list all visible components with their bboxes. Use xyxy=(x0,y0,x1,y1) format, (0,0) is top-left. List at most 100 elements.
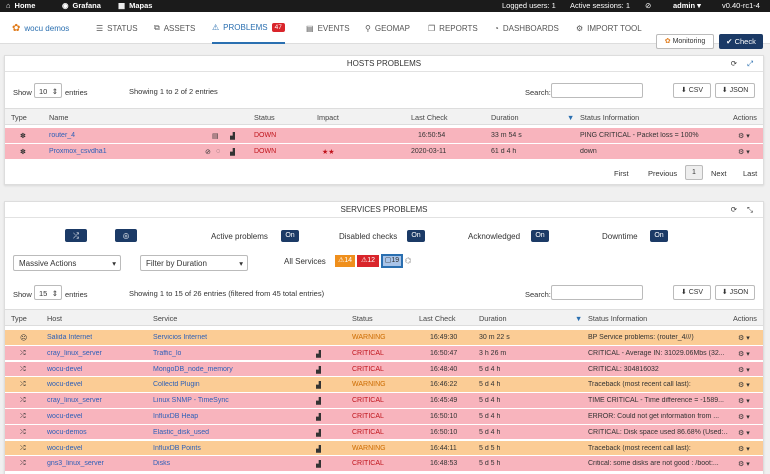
host-link[interactable]: Salida Internet xyxy=(47,334,93,341)
hosts-search-input[interactable] xyxy=(551,83,643,98)
acknowledged-toggle[interactable]: On xyxy=(531,230,549,242)
graph-icon[interactable]: ▟ xyxy=(316,350,322,358)
graph-icon[interactable]: ▟ xyxy=(316,382,322,390)
services-page-size-select[interactable]: 15 ⇕ xyxy=(34,285,62,300)
graph-icon[interactable]: ▟ xyxy=(230,149,236,156)
actions-gear-icon[interactable]: ⚙ ▾ xyxy=(738,461,750,469)
service-link[interactable]: Elastic_disk_used xyxy=(153,428,210,436)
col-host[interactable]: Host xyxy=(47,314,63,323)
active-problems-toggle[interactable]: On xyxy=(281,230,299,242)
critical-count-badge[interactable]: ⚠12 xyxy=(357,255,379,267)
service-link[interactable]: Traffic_lo xyxy=(153,349,182,357)
nav-assets[interactable]: ⧉ ASSETS xyxy=(154,12,195,44)
grafana-link[interactable]: ◉ Grafana xyxy=(62,1,101,10)
table-row[interactable]: ✽ Proxmox_csvdha1 ⊘ ◌ ▟ DOWN ★★ 2020-03-… xyxy=(5,144,763,160)
col-last-check[interactable]: Last Check xyxy=(411,113,448,122)
graph-icon[interactable]: ▟ xyxy=(316,429,322,437)
doc-icon[interactable]: ▤ xyxy=(212,133,219,140)
col-type[interactable]: Type xyxy=(11,314,27,323)
downtime-toggle[interactable]: On xyxy=(650,230,668,242)
shuffle-icon[interactable]: ⤮ xyxy=(65,229,87,242)
table-row[interactable]: ⤮ wocu-devel InfluxDB Heap ▟ CRITICAL 16:50:1… xyxy=(5,409,763,425)
table-row[interactable]: ⤮ wocu-devel Collectd Plugin ▟ WARNING 16:46:… xyxy=(5,377,763,394)
gauge-icon[interactable]: ⊘ xyxy=(645,1,652,10)
col-status-info[interactable]: Status Information xyxy=(588,314,648,323)
services-json-button[interactable]: ⬇ JSON xyxy=(715,285,755,300)
refresh-icon[interactable]: ⟳ xyxy=(730,59,737,68)
actions-gear-icon[interactable]: ⚙ ▾ xyxy=(738,335,750,342)
graph-icon[interactable]: ▟ xyxy=(316,398,322,406)
actions-gear-icon[interactable]: ⚙ ▾ xyxy=(738,382,750,390)
table-row[interactable]: ⤮ cray_linux_server Linux SNMP - TimeSync ▟… xyxy=(5,393,763,409)
duration-filter-select[interactable]: Filter by Duration ▾ xyxy=(140,255,248,271)
graph-icon[interactable]: ▟ xyxy=(230,133,236,140)
home-link[interactable]: ⌂ Home xyxy=(6,1,35,10)
comment-icon[interactable]: ◌ xyxy=(216,148,221,155)
host-link[interactable]: cray_linux_server xyxy=(47,349,102,357)
service-link[interactable]: InfluxDB Heap xyxy=(153,413,199,420)
service-link[interactable]: Collectd Plugin xyxy=(153,381,200,389)
host-link[interactable]: wocu-demos xyxy=(47,428,87,436)
col-status[interactable]: Status xyxy=(352,314,373,323)
actions-gear-icon[interactable]: ⚙ ▾ xyxy=(738,398,750,406)
service-link[interactable]: Linux SNMP - TimeSync xyxy=(153,397,229,405)
hosts-csv-button[interactable]: ⬇ CSV xyxy=(673,83,711,98)
actions-gear-icon[interactable]: ⚙ ▾ xyxy=(738,445,750,453)
service-link[interactable]: InfluxDB Points xyxy=(153,444,201,452)
sort-icon[interactable]: ▼ xyxy=(567,113,575,122)
col-duration[interactable]: Duration xyxy=(479,314,507,323)
host-link[interactable]: wocu-devel xyxy=(47,413,83,420)
table-row[interactable]: ⤮ wocu-devel InfluxDB Points ▟ WARNING 16:44:… xyxy=(5,440,763,457)
monitoring-button[interactable]: ✿ Monitoring xyxy=(656,34,714,49)
nav-events[interactable]: ▤ EVENTS xyxy=(306,12,350,44)
plugin-icon[interactable]: ⌬ xyxy=(405,256,412,265)
pagination-page-1[interactable]: 1 xyxy=(685,165,703,180)
massive-actions-select[interactable]: Massive Actions ▾ xyxy=(13,255,121,271)
nav-reports[interactable]: ❐ REPORTS xyxy=(428,12,478,44)
brand[interactable]: ✿ wocu demos xyxy=(12,12,69,44)
host-name[interactable]: router_4 xyxy=(49,132,76,139)
service-link[interactable]: Disks xyxy=(153,460,171,468)
nav-geomap[interactable]: ⚲ GEOMAP xyxy=(365,12,410,44)
host-link[interactable]: wocu-devel xyxy=(47,365,83,373)
col-duration[interactable]: Duration xyxy=(491,113,519,122)
pagination-first[interactable]: First xyxy=(614,169,629,178)
user-menu[interactable]: admin ▾ xyxy=(673,1,701,10)
refresh-icon[interactable]: ⟳ xyxy=(730,205,737,214)
actions-gear-icon[interactable]: ⚙ ▾ xyxy=(738,366,750,374)
table-row[interactable]: ☹ Salida Internet Servicios Internet WARNIN… xyxy=(5,330,763,346)
graph-icon[interactable]: ▟ xyxy=(316,461,322,469)
host-name[interactable]: Proxmox_csvdha1 xyxy=(49,148,107,155)
graph-icon[interactable]: ▟ xyxy=(316,414,322,421)
table-row[interactable]: ⤮ gns3_linux_server Disks ▟ CRITICAL 16:48:53… xyxy=(5,456,763,473)
host-link[interactable]: wocu-devel xyxy=(47,444,83,452)
collapse-icon[interactable]: ⤡ xyxy=(747,205,753,214)
host-link[interactable]: cray_linux_server xyxy=(47,397,102,405)
col-type[interactable]: Type xyxy=(11,113,27,122)
hosts-page-size-select[interactable]: 10 ⇕ xyxy=(34,83,62,98)
disabled-checks-toggle[interactable]: On xyxy=(407,230,425,242)
col-impact[interactable]: Impact xyxy=(317,113,339,122)
actions-gear-icon[interactable]: ⚙ ▾ xyxy=(738,133,750,140)
maps-link[interactable]: ▦ Mapas xyxy=(118,1,152,10)
disable-icon[interactable]: ⊘ xyxy=(205,149,211,156)
col-name[interactable]: Name xyxy=(49,113,69,122)
table-row[interactable]: ⤮ wocu-devel MongoDB_node_memory ▟ CRITICAL 1… xyxy=(5,361,763,378)
sort-icon[interactable]: ▼ xyxy=(575,314,583,323)
graph-icon[interactable]: ▟ xyxy=(316,366,322,374)
pagination-next[interactable]: Next xyxy=(711,169,727,178)
nav-problems[interactable]: ⚠ PROBLEMS 47 xyxy=(212,12,285,44)
services-search-input[interactable] xyxy=(551,285,643,300)
actions-gear-icon[interactable]: ⚙ ▾ xyxy=(738,414,750,421)
col-service[interactable]: Service xyxy=(153,314,178,323)
services-csv-button[interactable]: ⬇ CSV xyxy=(673,285,711,300)
graph-icon[interactable]: ▟ xyxy=(316,445,322,453)
actions-gear-icon[interactable]: ⚙ ▾ xyxy=(738,350,750,358)
nav-status[interactable]: ☰ STATUS xyxy=(96,12,138,44)
col-status[interactable]: Status xyxy=(254,113,275,122)
warning-count-badge[interactable]: ⚠14 xyxy=(335,255,355,267)
col-status-info[interactable]: Status Information xyxy=(580,113,640,122)
expand-icon[interactable]: ⤢ xyxy=(747,59,753,68)
actions-gear-icon[interactable]: ⚙ ▾ xyxy=(738,429,750,437)
nav-import[interactable]: ⚙ IMPORT TOOL xyxy=(576,12,642,44)
